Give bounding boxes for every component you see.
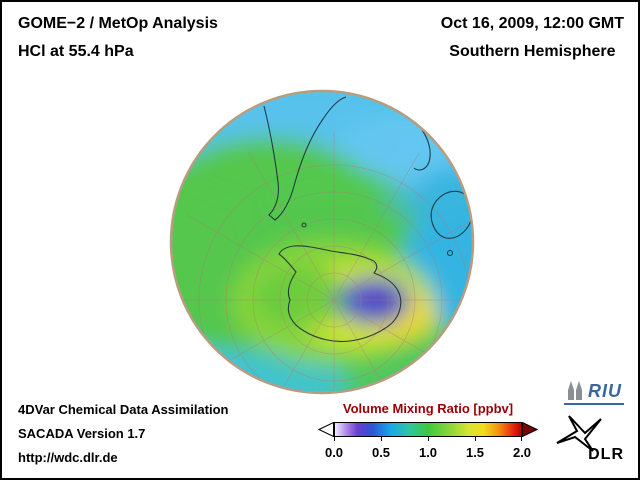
version-label: SACADA Version 1.7 — [18, 426, 146, 441]
falkland-islands — [301, 222, 307, 228]
colorbar-title: Volume Mixing Ratio [ppbv] — [342, 401, 514, 416]
colorbar-tickmark — [475, 437, 476, 441]
colorbar-tickmark — [381, 437, 382, 441]
hemisphere-label: Southern Hemisphere — [449, 43, 616, 60]
colorbar-tick: 1.5 — [465, 445, 485, 460]
tasmania — [446, 249, 454, 257]
colorbar-left-arrow-icon — [318, 422, 334, 437]
colorbar-tickmark — [334, 437, 335, 441]
australia-coastline — [430, 190, 472, 239]
colorbar: 0.0 0.5 1.0 1.5 2.0 — [318, 422, 538, 462]
header-right: Oct 16, 2009, 12:00 GMT Southern Hemisph… — [441, 15, 624, 60]
riu-logo: RIU — [564, 380, 624, 405]
antarctica-coastline — [278, 245, 402, 343]
assimilation-label: 4DVar Chemical Data Assimilation — [18, 402, 229, 417]
colorbar-gradient — [334, 422, 522, 437]
cathedral-icon — [568, 381, 582, 400]
colorbar-right-arrow-icon — [522, 422, 538, 437]
species-level-label: HCl at 55.4 hPa — [18, 43, 134, 60]
colorbar-tick-labels: 0.0 0.5 1.0 1.5 2.0 — [325, 445, 531, 461]
dlr-logo: DLR — [554, 412, 624, 464]
dlr-emblem-icon — [556, 415, 602, 452]
colorbar-tickmark — [428, 437, 429, 441]
colorbar-tick: 2.0 — [512, 445, 532, 460]
south-america-coastline — [263, 96, 347, 221]
data-field-blobs — [172, 92, 472, 392]
analysis-title: GOME−2 / MetOp Analysis — [18, 15, 218, 32]
colorbar-tick: 0.5 — [371, 445, 391, 460]
coastlines — [263, 96, 472, 343]
colorbar-tick: 1.0 — [418, 445, 438, 460]
credits-block: 4DVar Chemical Data Assimilation SACADA … — [18, 398, 229, 470]
africa-tip-coastline — [413, 129, 431, 171]
colorbar-tick: 0.0 — [324, 445, 344, 460]
header-left: GOME−2 / MetOp Analysis HCl at 55.4 hPa — [18, 15, 218, 60]
dlr-wordmark: DLR — [588, 446, 624, 463]
riu-wordmark: RIU — [588, 381, 622, 401]
datetime-label: Oct 16, 2009, 12:00 GMT — [440, 15, 624, 32]
wdc-url-label: http://wdc.dlr.de — [18, 450, 118, 465]
colorbar-tickmark — [521, 437, 522, 441]
earth-limb — [169, 89, 475, 395]
